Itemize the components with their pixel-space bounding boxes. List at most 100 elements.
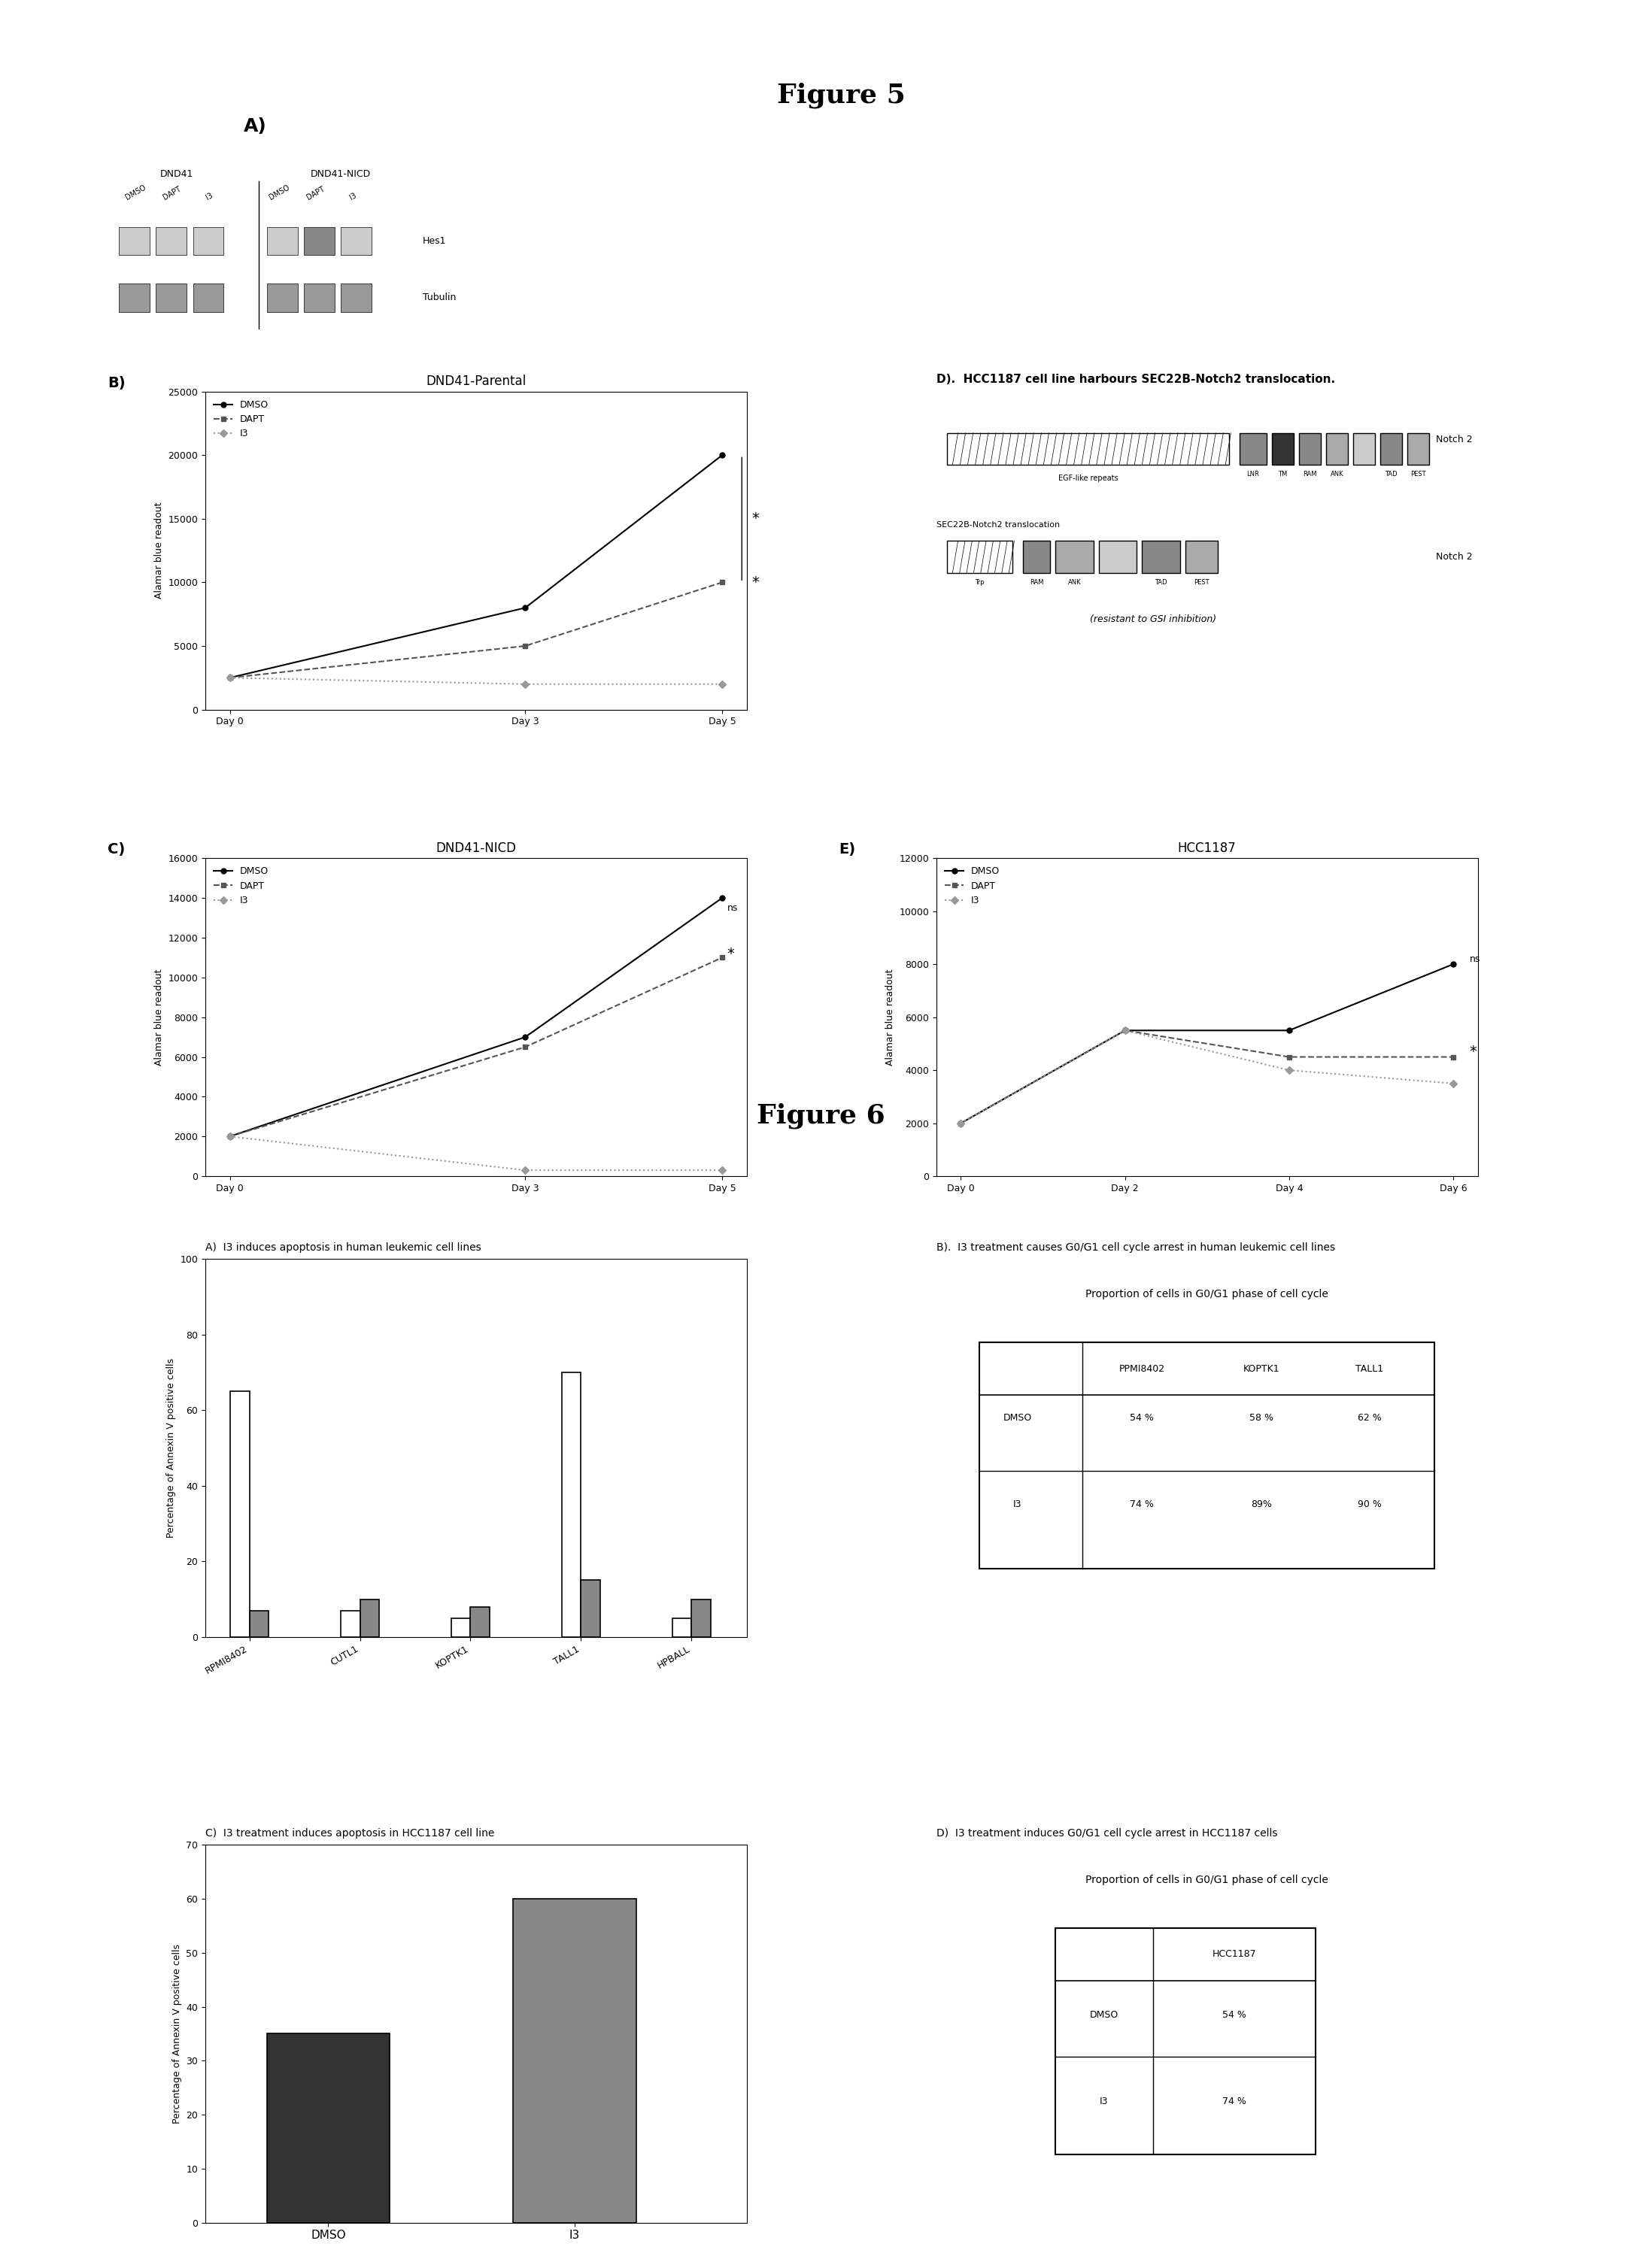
Y-axis label: Alamar blue readout: Alamar blue readout: [154, 968, 164, 1066]
FancyBboxPatch shape: [1327, 433, 1348, 465]
FancyBboxPatch shape: [120, 227, 149, 256]
I3: [1115, 1016, 1135, 1043]
Text: C)  I3 treatment induces apoptosis in HCC1187 cell line: C) I3 treatment induces apoptosis in HCC…: [205, 1828, 494, 1839]
Text: *: *: [752, 576, 759, 590]
FancyBboxPatch shape: [1143, 542, 1181, 574]
Text: Notch 2: Notch 2: [1435, 435, 1473, 445]
DMSO: [1279, 1016, 1299, 1043]
Line: DMSO: DMSO: [227, 896, 724, 1139]
Bar: [230, 1390, 250, 1637]
FancyBboxPatch shape: [1240, 433, 1266, 465]
DMSO: [951, 1109, 970, 1136]
Text: ns: ns: [1470, 955, 1481, 964]
Text: TAD: TAD: [1384, 472, 1397, 479]
FancyBboxPatch shape: [1299, 433, 1320, 465]
Text: D).  HCC1187 cell line harbours SEC22B-Notch2 translocation.: D). HCC1187 cell line harbours SEC22B-No…: [936, 374, 1335, 386]
Text: DAPT: DAPT: [163, 186, 182, 202]
Line: I3: I3: [227, 1134, 724, 1173]
DAPT: [1443, 1043, 1463, 1070]
FancyBboxPatch shape: [342, 284, 371, 313]
Text: 62 %: 62 %: [1358, 1413, 1381, 1422]
Text: Notch 2: Notch 2: [1435, 551, 1473, 562]
Text: TM: TM: [1277, 472, 1287, 479]
Text: I3: I3: [348, 191, 358, 202]
Text: A): A): [243, 118, 266, 136]
Text: I3: I3: [205, 191, 213, 202]
DAPT: [713, 943, 732, 971]
Bar: [452, 1617, 471, 1637]
Title: HCC1187: HCC1187: [1177, 841, 1236, 855]
Text: (resistant to GSI inhibition): (resistant to GSI inhibition): [1090, 615, 1217, 624]
Text: Tubulin: Tubulin: [422, 293, 456, 302]
Text: Proportion of cells in G0/G1 phase of cell cycle: Proportion of cells in G0/G1 phase of ce…: [1085, 1876, 1328, 1885]
DMSO: [516, 1023, 535, 1050]
Text: DMSO: DMSO: [268, 184, 291, 202]
DMSO: [516, 594, 535, 621]
Text: DND41-NICD: DND41-NICD: [310, 168, 371, 179]
Text: PPMI8402: PPMI8402: [1120, 1363, 1166, 1374]
Text: EGF-like repeats: EGF-like repeats: [1057, 474, 1118, 481]
Legend: DMSO, DAPT, I3: DMSO, DAPT, I3: [941, 862, 1003, 909]
Text: 54 %: 54 %: [1222, 2009, 1246, 2021]
Line: I3: I3: [227, 676, 724, 687]
DAPT: [951, 1109, 970, 1136]
Legend: DMSO, DAPT, I3: DMSO, DAPT, I3: [210, 862, 273, 909]
I3: [1279, 1057, 1299, 1084]
FancyBboxPatch shape: [1381, 433, 1402, 465]
Text: A)  I3 induces apoptosis in human leukemic cell lines: A) I3 induces apoptosis in human leukemi…: [205, 1243, 481, 1252]
Text: SEC22B-Notch2 translocation: SEC22B-Notch2 translocation: [936, 522, 1059, 528]
FancyBboxPatch shape: [156, 284, 187, 313]
DMSO: [220, 665, 240, 692]
FancyBboxPatch shape: [304, 227, 335, 256]
Text: *: *: [727, 946, 734, 962]
Text: 89%: 89%: [1251, 1499, 1271, 1510]
Line: DMSO: DMSO: [227, 454, 724, 680]
Line: DMSO: DMSO: [959, 962, 1456, 1125]
Text: 90 %: 90 %: [1358, 1499, 1381, 1510]
Text: *: *: [1470, 1046, 1478, 1059]
DAPT: [516, 633, 535, 660]
Bar: [512, 1898, 635, 2223]
Text: Figure 6: Figure 6: [757, 1102, 885, 1129]
I3: [516, 1157, 535, 1184]
I3: [220, 1123, 240, 1150]
Bar: [250, 1610, 269, 1637]
Y-axis label: Percentage of Annexin V positive cells: Percentage of Annexin V positive cells: [166, 1359, 176, 1538]
Bar: [691, 1599, 711, 1637]
FancyBboxPatch shape: [1023, 542, 1049, 574]
Bar: [672, 1617, 691, 1637]
Bar: [562, 1372, 581, 1637]
Y-axis label: Alamar blue readout: Alamar blue readout: [154, 501, 164, 599]
Text: I3: I3: [1013, 1499, 1021, 1510]
FancyBboxPatch shape: [1353, 433, 1374, 465]
FancyBboxPatch shape: [304, 284, 335, 313]
FancyBboxPatch shape: [120, 284, 149, 313]
DAPT: [1279, 1043, 1299, 1070]
Title: DND41-Parental: DND41-Parental: [425, 374, 525, 388]
I3: [713, 1157, 732, 1184]
Text: ANK: ANK: [1330, 472, 1343, 479]
FancyBboxPatch shape: [194, 284, 223, 313]
Bar: [471, 1606, 489, 1637]
FancyBboxPatch shape: [156, 227, 187, 256]
Text: Hes1: Hes1: [422, 236, 447, 245]
Text: Figure 5: Figure 5: [777, 82, 906, 109]
Text: ns: ns: [727, 903, 737, 912]
Text: B).  I3 treatment causes G0/G1 cell cycle arrest in human leukemic cell lines: B). I3 treatment causes G0/G1 cell cycle…: [936, 1243, 1335, 1252]
Text: C): C): [108, 841, 125, 857]
I3: [516, 671, 535, 699]
FancyBboxPatch shape: [1098, 542, 1136, 574]
Text: HCC1187: HCC1187: [1212, 1950, 1256, 1960]
Text: 74 %: 74 %: [1130, 1499, 1154, 1510]
Text: ANK: ANK: [1067, 578, 1080, 585]
Line: DAPT: DAPT: [959, 1027, 1456, 1125]
Text: PEST: PEST: [1410, 472, 1425, 479]
Line: DAPT: DAPT: [227, 581, 724, 680]
Text: DAPT: DAPT: [305, 186, 327, 202]
Text: *: *: [752, 513, 759, 526]
Text: DMSO: DMSO: [123, 184, 148, 202]
Legend: DMSO, DAPT, I3: DMSO, DAPT, I3: [210, 397, 273, 442]
FancyBboxPatch shape: [194, 227, 223, 256]
FancyBboxPatch shape: [1407, 433, 1429, 465]
Text: B): B): [108, 376, 125, 390]
